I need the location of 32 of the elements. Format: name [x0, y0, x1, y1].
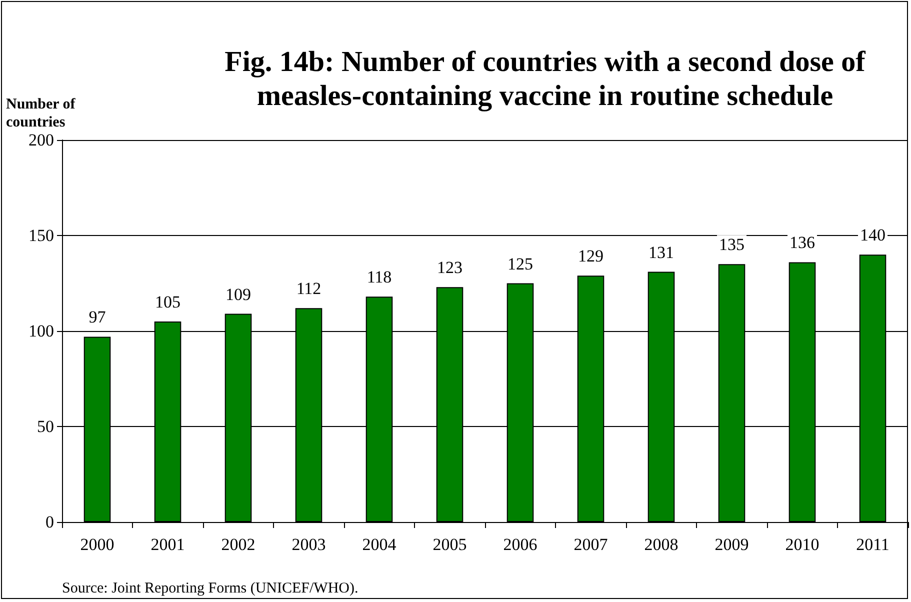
- x-tick-label: 2009: [714, 535, 749, 554]
- source-note: Source: Joint Reporting Forms (UNICEF/WHO).: [62, 580, 358, 596]
- y-tick-label: 100: [28, 322, 54, 340]
- data-label: 140: [860, 226, 886, 245]
- y-axis-title: Number of countries: [6, 96, 76, 131]
- x-tick-label: 2005: [432, 535, 467, 554]
- data-label: 125: [508, 254, 533, 274]
- x-tick-label: 2001: [150, 535, 185, 554]
- data-label: 118: [366, 268, 392, 287]
- x-tick-label: 2003: [292, 535, 326, 554]
- x-tick-label: 2011: [856, 535, 890, 554]
- x-tick-label: 2006: [503, 535, 538, 554]
- x-tick-label: 2007: [574, 535, 608, 554]
- data-label: 123: [437, 258, 462, 278]
- data-label: 112: [296, 279, 322, 298]
- y-tick-label: 0: [46, 512, 54, 532]
- x-tick-label: 2000: [80, 535, 114, 554]
- x-tick-label: 2008: [644, 535, 678, 554]
- x-tick-label: 2002: [221, 535, 256, 554]
- x-tick-label: 2004: [362, 535, 397, 554]
- data-label: 97: [88, 308, 106, 327]
- y-tick-label: 150: [28, 226, 54, 245]
- data-label: 136: [790, 233, 815, 252]
- x-tick-label: 2010: [785, 535, 820, 554]
- y-tick-label: 200: [28, 130, 54, 150]
- data-label: 131: [648, 242, 674, 262]
- y-tick-label: 50: [37, 417, 54, 436]
- data-label: 135: [719, 235, 744, 254]
- data-label: 129: [578, 246, 604, 266]
- data-label: 105: [155, 292, 180, 312]
- chart-title: Fig. 14b: Number of countries with a second dose of measles-containing vaccine in routine schedule: [224, 46, 866, 112]
- data-label: 109: [226, 284, 251, 304]
